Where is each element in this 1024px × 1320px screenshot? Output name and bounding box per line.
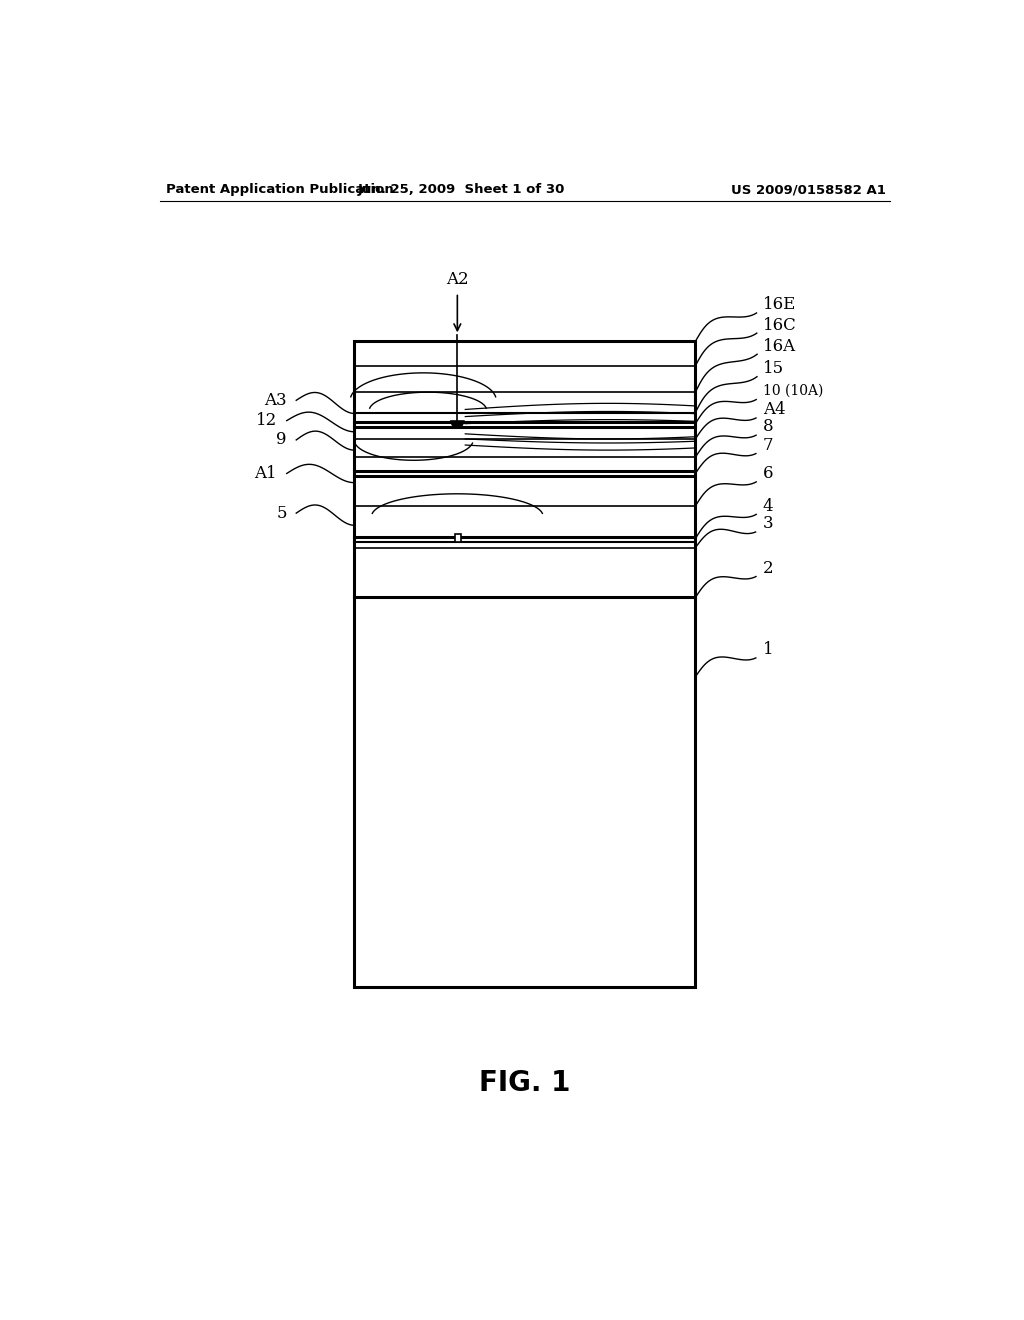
Text: 16C: 16C bbox=[763, 317, 797, 334]
Text: 5: 5 bbox=[276, 504, 287, 521]
Text: 15: 15 bbox=[763, 360, 784, 378]
Text: 1: 1 bbox=[763, 640, 773, 657]
Text: 6: 6 bbox=[763, 465, 773, 482]
Text: A3: A3 bbox=[264, 392, 287, 409]
Text: 16E: 16E bbox=[763, 296, 797, 313]
Text: 12: 12 bbox=[256, 412, 278, 429]
Text: 7: 7 bbox=[763, 437, 773, 454]
Bar bbox=[354, 342, 695, 987]
Text: Jun. 25, 2009  Sheet 1 of 30: Jun. 25, 2009 Sheet 1 of 30 bbox=[357, 183, 565, 197]
Text: 10 (10A): 10 (10A) bbox=[763, 384, 823, 399]
Text: Patent Application Publication: Patent Application Publication bbox=[166, 183, 394, 197]
Text: 4: 4 bbox=[763, 498, 773, 515]
Text: 8: 8 bbox=[763, 418, 773, 436]
Text: FIG. 1: FIG. 1 bbox=[479, 1069, 570, 1097]
Text: A1: A1 bbox=[255, 465, 278, 482]
Bar bbox=[455, 535, 461, 541]
Polygon shape bbox=[451, 421, 465, 426]
Text: 16A: 16A bbox=[763, 338, 796, 355]
Text: A2: A2 bbox=[446, 272, 469, 289]
Text: US 2009/0158582 A1: US 2009/0158582 A1 bbox=[731, 183, 886, 197]
Text: 9: 9 bbox=[276, 432, 287, 449]
Text: 2: 2 bbox=[763, 560, 773, 577]
Text: A4: A4 bbox=[763, 401, 785, 418]
Text: 3: 3 bbox=[763, 515, 773, 532]
